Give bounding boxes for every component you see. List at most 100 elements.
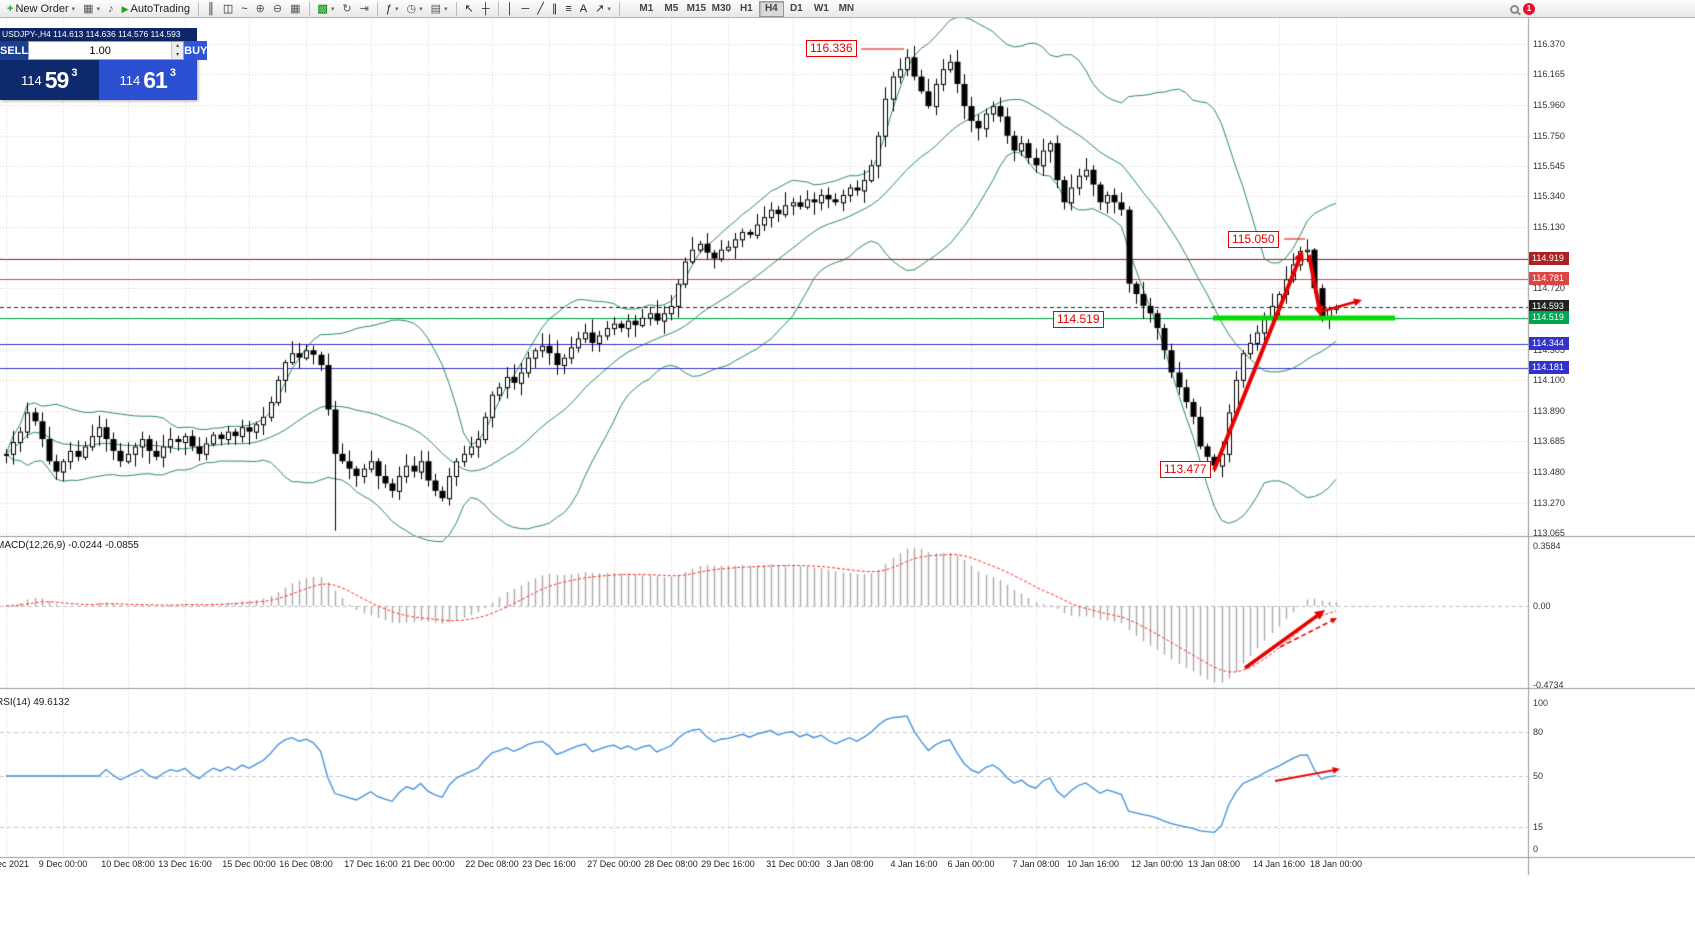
candlestick-chart-icon: ◫: [222, 2, 234, 15]
vertical-line-icon: │: [506, 2, 514, 15]
indicators-caret-icon: ▾: [394, 5, 399, 13]
horizontal-line-icon: ─: [521, 2, 530, 15]
new-order-icon: +: [7, 2, 14, 15]
alerts-icon: ♪: [108, 2, 114, 15]
periods-caret-icon: ▾: [419, 5, 423, 13]
notification-badge[interactable]: 1: [1523, 3, 1535, 15]
buy-price-base: 114: [119, 72, 141, 88]
buy-price[interactable]: 114 61 3: [98, 60, 197, 100]
buy-price-big: 61: [143, 66, 168, 93]
templates-icon: ▤: [430, 2, 442, 15]
sell-price-base: 114: [21, 72, 42, 88]
chart-window-icon: ▦: [83, 2, 94, 15]
buy-button[interactable]: BUY: [184, 41, 208, 60]
timeframe-h1-button[interactable]: H1: [734, 1, 759, 17]
line-chart-icon: ~: [241, 2, 248, 15]
new-chart-icon: ▧: [317, 2, 328, 15]
fibonacci-button[interactable]: ≡: [561, 1, 575, 17]
rsi-indicator-label: RSI(14) 49.6132: [0, 697, 70, 708]
cursor-button[interactable]: ↖: [461, 1, 478, 17]
templates-button[interactable]: ▤ ▾: [427, 1, 452, 17]
text-tool-button[interactable]: A: [576, 1, 591, 17]
volume-input[interactable]: [29, 42, 172, 59]
crosshair-icon: ┼: [481, 2, 490, 15]
fibonacci-icon: ≡: [565, 2, 572, 15]
zoom-out-button[interactable]: ⊖: [269, 1, 286, 17]
search-icon[interactable]: [1510, 4, 1519, 14]
volume-up-button[interactable]: ▴: [172, 42, 184, 51]
arrows-caret-icon: ▾: [607, 5, 611, 13]
vertical-line-button[interactable]: │: [503, 1, 518, 17]
autotrading-button[interactable]: ▶ AutoTrading: [118, 1, 194, 17]
toolbar-separator: [198, 1, 200, 16]
charts-caret-icon: ▾: [96, 5, 101, 13]
volume-down-button[interactable]: ▾: [172, 50, 184, 59]
autotrading-label: AutoTrading: [130, 2, 191, 15]
bars-chart-icon: ║: [207, 2, 215, 15]
zoom-in-icon: ⊕: [255, 2, 265, 15]
timeframe-h4-button[interactable]: H4: [758, 0, 784, 17]
symbol-ohlc-strip: USDJPY-,H4 114.613 114.636 114.576 114.5…: [0, 28, 197, 41]
text-tool-icon: A: [579, 2, 588, 15]
trendline-icon: ╱: [537, 2, 544, 15]
timeframe-mn-button[interactable]: MN: [834, 1, 859, 17]
indicators-button[interactable]: ƒ ▾: [382, 1, 403, 17]
periods-icon: ◷: [406, 2, 417, 15]
auto-scroll-icon: ↻: [342, 2, 352, 15]
sell-price-sup: 3: [71, 67, 78, 79]
timeframes-toolbar: M1 M5 M15 M30 H1 H4 D1 W1 MN: [634, 0, 859, 17]
bars-chart-button[interactable]: ║: [203, 1, 219, 17]
toolbar-separator: [618, 1, 620, 16]
horizontal-line-button[interactable]: ─: [517, 1, 533, 17]
tile-windows-button[interactable]: ▦: [286, 1, 304, 17]
alerts-button[interactable]: ♪: [104, 1, 118, 17]
one-click-trading-panel: SELL ▴ ▾ BUY 114 59 3 114 61 3: [0, 41, 208, 100]
new-order-label: New Order: [15, 2, 69, 15]
crosshair-button[interactable]: ┼: [478, 1, 494, 17]
timeframe-m15-button[interactable]: M15: [684, 1, 709, 17]
indicators-icon: ƒ: [385, 2, 392, 15]
new-chart-button[interactable]: ▧ ▾: [314, 1, 339, 17]
buy-price-sup: 3: [169, 67, 176, 79]
channel-icon: ∥: [551, 2, 558, 15]
periods-button[interactable]: ◷ ▾: [403, 1, 427, 17]
toolbar-separator: [308, 1, 310, 16]
macd-indicator-label: MACD(12,26,9) -0.0244 -0.0855: [0, 540, 139, 551]
main-toolbar: + New Order ▾ ▦ ▾ ♪ ▶ AutoTrading ║ ◫ ~ …: [0, 0, 1695, 18]
charts-button[interactable]: ▦ ▾: [79, 1, 104, 17]
new-order-button[interactable]: + New Order ▾: [3, 1, 79, 17]
arrows-tool-button[interactable]: ↗ ▾: [591, 1, 615, 17]
timeframe-m5-button[interactable]: M5: [659, 1, 684, 17]
zoom-out-icon: ⊖: [272, 2, 283, 15]
timeframe-w1-button[interactable]: W1: [809, 1, 834, 17]
autotrading-play-icon: ▶: [121, 3, 129, 14]
timeframe-m30-button[interactable]: M30: [709, 1, 734, 17]
sell-price[interactable]: 114 59 3: [0, 60, 99, 100]
sell-price-big: 59: [44, 66, 70, 93]
volume-box: ▴ ▾: [28, 41, 185, 60]
cursor-icon: ↖: [464, 2, 474, 15]
sell-button[interactable]: SELL: [0, 41, 29, 60]
toolbar-separator: [376, 1, 378, 16]
chart-shift-button[interactable]: ⇥: [356, 1, 373, 17]
tile-windows-icon: ▦: [290, 2, 301, 15]
chart-shift-icon: ⇥: [359, 2, 369, 15]
channel-button[interactable]: ∥: [548, 1, 562, 17]
volume-spinner: ▴ ▾: [171, 42, 184, 59]
new-chart-caret-icon: ▾: [330, 5, 335, 13]
trendline-button[interactable]: ╱: [533, 1, 548, 17]
toolbar-right: 1: [1510, 2, 1535, 16]
line-chart-button[interactable]: ~: [237, 1, 251, 17]
arrows-tool-icon: ↗: [595, 2, 605, 15]
auto-scroll-button[interactable]: ↻: [338, 1, 355, 17]
timeframe-m1-button[interactable]: M1: [634, 1, 659, 17]
candlestick-chart-button[interactable]: ◫: [219, 1, 237, 17]
new-order-caret-icon: ▾: [71, 5, 76, 13]
templates-caret-icon: ▾: [444, 5, 448, 13]
zoom-in-button[interactable]: ⊕: [252, 1, 269, 17]
toolbar-separator: [455, 1, 457, 16]
timeframe-d1-button[interactable]: D1: [784, 1, 809, 17]
toolbar-separator: [497, 1, 499, 16]
